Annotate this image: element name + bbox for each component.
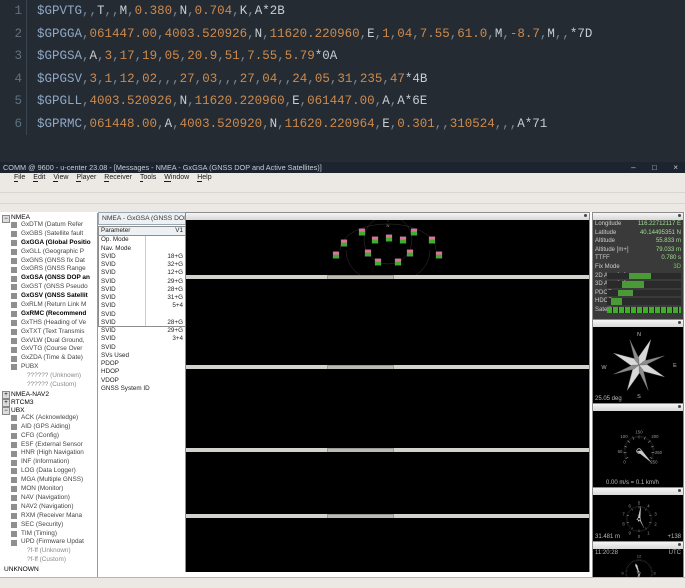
svg-text:2: 2 bbox=[654, 522, 657, 527]
svg-text:100: 100 bbox=[620, 434, 628, 439]
svg-text:0: 0 bbox=[638, 534, 641, 539]
svg-text:12: 12 bbox=[637, 554, 642, 559]
svg-text:50: 50 bbox=[618, 449, 623, 454]
svg-text:8: 8 bbox=[622, 522, 625, 527]
svg-text:W: W bbox=[601, 365, 607, 371]
svg-text:3: 3 bbox=[654, 512, 657, 517]
svg-text:4: 4 bbox=[647, 504, 650, 509]
svg-text:E: E bbox=[673, 363, 677, 369]
svg-text:250: 250 bbox=[650, 460, 658, 465]
svg-text:150: 150 bbox=[635, 430, 643, 435]
svg-text:200: 200 bbox=[651, 434, 659, 439]
svg-text:N: N bbox=[387, 223, 390, 228]
svg-text:N: N bbox=[637, 332, 641, 338]
svg-text:6: 6 bbox=[628, 504, 631, 509]
svg-text:9: 9 bbox=[621, 571, 624, 576]
svg-text:7: 7 bbox=[622, 512, 625, 517]
svg-text:3: 3 bbox=[653, 571, 656, 576]
svg-text:9: 9 bbox=[628, 531, 631, 536]
svg-text:S: S bbox=[637, 394, 641, 400]
svg-text:1: 1 bbox=[647, 531, 650, 536]
svg-text:250: 250 bbox=[655, 450, 663, 455]
svg-text:5: 5 bbox=[638, 501, 641, 506]
svg-text:0: 0 bbox=[623, 460, 626, 465]
